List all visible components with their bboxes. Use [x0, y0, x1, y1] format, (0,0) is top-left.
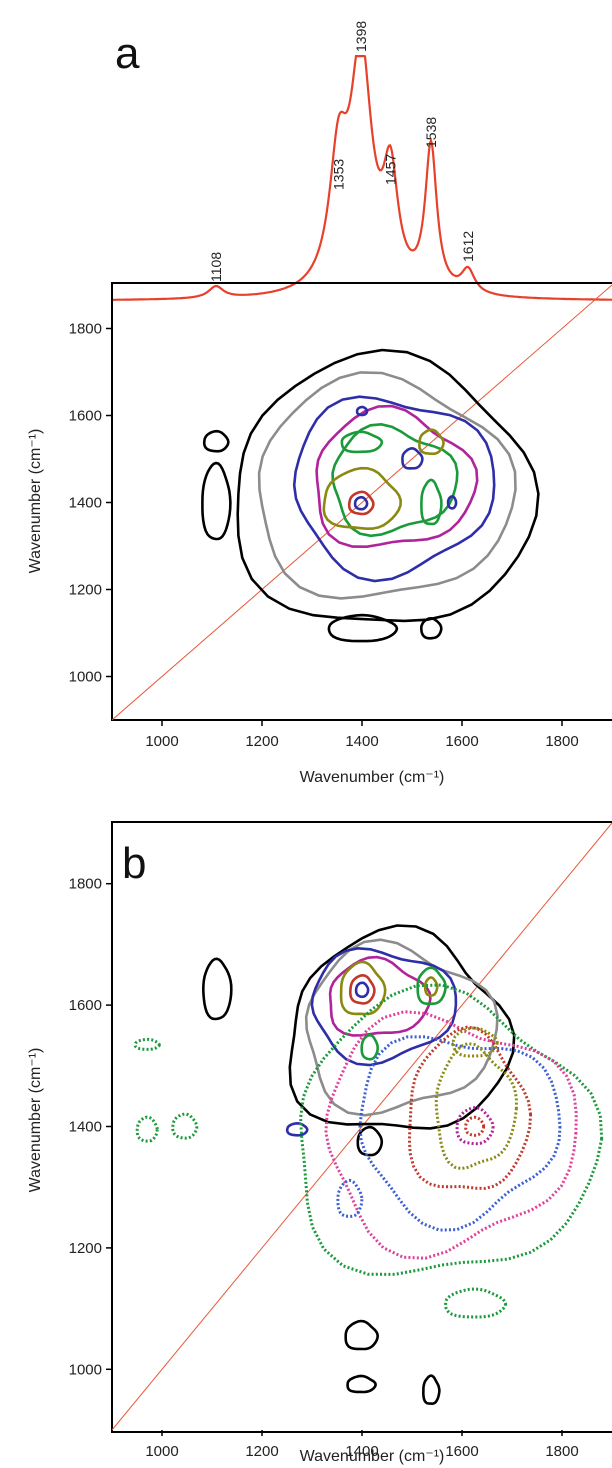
- contour-b-pos-peak-1398-1040: [346, 1321, 378, 1349]
- x-tick-label-1800: 1800: [545, 733, 578, 750]
- peak-label-1612: 1612: [460, 231, 476, 262]
- contour-b-pos-peak-1398-1625: [350, 975, 374, 1003]
- panel-a-ylabel: Wavenumber (cm⁻¹): [27, 429, 44, 574]
- contour-b-neg-peak-1625-1398: [457, 1108, 493, 1144]
- y-tick-label-1800: 1800: [69, 876, 102, 893]
- x-tick-label-1200: 1200: [245, 733, 278, 750]
- contour-b-pos-minor-1270: [287, 1123, 307, 1135]
- x-tick-label-1000: 1000: [145, 733, 178, 750]
- panel-b-xlabel: Wavenumber (cm⁻¹): [300, 1448, 445, 1465]
- panel-b-diagonal: [112, 823, 612, 1430]
- contour-b-neg-minor-1375: [338, 1180, 362, 1216]
- peak-label-1108: 1108: [208, 252, 224, 282]
- panel-a-spectrum: a 1108 1353 1398 1457 1538 1612: [112, 21, 612, 300]
- contour-b-neg-level-3: [360, 1037, 560, 1230]
- y-tick-label-1000: 1000: [69, 669, 102, 686]
- panel-b-map: b 10001200140016001800100012001400160018…: [27, 822, 612, 1465]
- contour-a-peak-1538-1108: [421, 618, 441, 638]
- panel-a-xlabel: Wavenumber (cm⁻¹): [300, 769, 445, 786]
- x-tick-label-1600: 1600: [445, 733, 478, 750]
- y-tick-label-1000: 1000: [69, 1361, 102, 1378]
- peak-label-1353: 1353: [331, 159, 347, 190]
- contour-a-peak-1108-1398: [202, 463, 230, 539]
- y-tick-label-1400: 1400: [69, 495, 102, 512]
- y-tick-label-1800: 1800: [69, 321, 102, 338]
- contour-b-neg-peak-1045-1400: [173, 1114, 197, 1138]
- contour-b-neg-level-2: [326, 1012, 576, 1258]
- contour-b-neg-level-1: [301, 985, 602, 1274]
- peak-labels: 1108 1353 1398 1457 1538 1612: [208, 21, 476, 282]
- contour-b-neg-peak-970-1395: [137, 1117, 157, 1141]
- contour-b-pos-core-1398-1625: [356, 983, 368, 997]
- x-tick-label-1200: 1200: [245, 1443, 278, 1460]
- contour-a-peak-1108-1538: [204, 431, 228, 451]
- y-tick-label-1200: 1200: [69, 582, 102, 599]
- panel-b-contours: [135, 926, 602, 1404]
- spectrum-line: [112, 56, 612, 300]
- y-tick-label-1600: 1600: [69, 408, 102, 425]
- contour-b-pos-peak-1538-970: [423, 1376, 439, 1404]
- peak-label-1398: 1398: [353, 21, 369, 52]
- contour-b-pos-peak-1398-975: [348, 1376, 376, 1392]
- y-tick-label-1400: 1400: [69, 1119, 102, 1136]
- contour-b-pos-level-4: [330, 957, 430, 1035]
- peak-label-1457: 1457: [383, 154, 399, 185]
- panel-a-letter: a: [115, 29, 140, 78]
- peak-label-1538: 1538: [423, 117, 439, 148]
- contour-b-pos-minor-1415: [362, 1035, 378, 1059]
- contour-a-peak-1538-1398: [421, 480, 441, 524]
- x-tick-label-1600: 1600: [445, 1443, 478, 1460]
- contour-b-neg-core-1625-1398: [466, 1117, 484, 1135]
- contour-b-pos-level-1: [290, 926, 514, 1129]
- x-tick-label-1400: 1400: [345, 733, 378, 750]
- panel-b-letter: b: [122, 839, 146, 888]
- contour-b-neg-peak-1625-1108: [446, 1289, 506, 1317]
- x-tick-label-1800: 1800: [545, 1443, 578, 1460]
- contour-b-pos-peak-1110: [203, 959, 231, 1019]
- panel-a-map: 1000 1200 1400 1600 1800 1000 1200 1400 1600 1800…: [27, 283, 612, 786]
- y-tick-label-1200: 1200: [69, 1240, 102, 1257]
- x-tick-label-1000: 1000: [145, 1443, 178, 1460]
- y-tick-label-1600: 1600: [69, 997, 102, 1014]
- contour-b-neg-peak-970-1535: [135, 1039, 159, 1049]
- panel-b-ylabel: Wavenumber (cm⁻¹): [27, 1048, 44, 1193]
